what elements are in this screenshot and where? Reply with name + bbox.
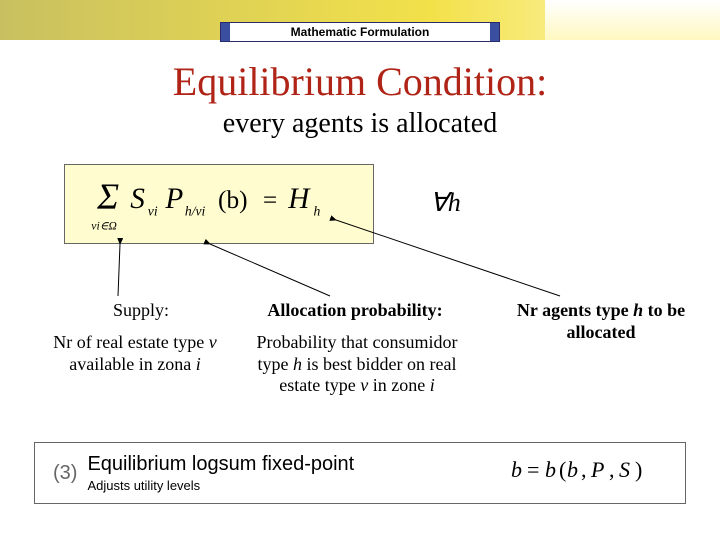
svg-text:(: ( <box>559 457 566 482</box>
footnote-title: Equilibrium logsum fixed-point <box>87 453 495 476</box>
alloc-heading: Allocation probability: <box>250 300 460 321</box>
footnote-text: Equilibrium logsum fixed-point Adjusts u… <box>87 453 495 493</box>
svg-text:vi: vi <box>148 204 158 219</box>
footnote-number: (3) <box>35 462 87 485</box>
svg-text:Σ: Σ <box>96 177 119 218</box>
section-tab: Mathematic Formulation <box>220 22 500 42</box>
arrow-supply <box>118 244 120 296</box>
arrow-alloc <box>210 244 330 296</box>
svg-text:S: S <box>619 457 630 482</box>
agents-body: Nr agents type h to be allocated <box>496 300 706 343</box>
supply-var-v: v <box>209 332 217 352</box>
header-gradient-right <box>545 0 720 40</box>
svg-text:b: b <box>567 457 578 482</box>
forall-label: ∀h <box>430 188 461 218</box>
svg-text:h/vi: h/vi <box>185 204 206 219</box>
supply-text-1: Nr of real estate type <box>53 332 208 352</box>
supply-text-2: available in zona <box>69 354 195 374</box>
svg-text:h: h <box>314 204 321 219</box>
section-tab-label: Mathematic Formulation <box>230 23 490 41</box>
main-formula: Σ vi∈Ω S vi P h/vi (b) = H h <box>64 164 374 244</box>
svg-text:,: , <box>609 457 615 482</box>
svg-text:P: P <box>590 457 604 482</box>
svg-text:S: S <box>130 183 145 215</box>
footnote-sub: Adjusts utility levels <box>87 478 495 493</box>
svg-text:): ) <box>635 457 642 482</box>
svg-text:H: H <box>287 183 311 215</box>
footnote-box: (3) Equilibrium logsum fixed-point Adjus… <box>34 442 686 504</box>
agents-var-h: h <box>633 300 643 320</box>
slide-title: Equilibrium Condition: <box>0 58 720 105</box>
svg-text:vi∈Ω: vi∈Ω <box>91 219 117 232</box>
agents-text-1: Nr agents type <box>517 300 633 320</box>
svg-text:P: P <box>164 183 183 215</box>
supply-var-i: i <box>196 354 201 374</box>
formula-svg: Σ vi∈Ω S vi P h/vi (b) = H h <box>65 165 373 243</box>
svg-text:=: = <box>263 186 277 214</box>
alloc-body: Probability that consumidor type h is be… <box>242 332 472 397</box>
alloc-var-h: h <box>293 354 302 374</box>
supply-body: Nr of real estate type v available in zo… <box>30 332 240 375</box>
alloc-var-i: i <box>430 375 435 395</box>
svg-text:(b): (b) <box>218 186 248 214</box>
svg-text:,: , <box>581 457 587 482</box>
svg-text:=: = <box>527 457 539 482</box>
svg-text:b: b <box>511 457 522 482</box>
svg-text:b: b <box>545 457 556 482</box>
supply-heading: Supply: <box>76 300 206 321</box>
slide-subtitle: every agents is allocated <box>0 108 720 140</box>
footnote-formula: b = b ( b , P , S ) <box>495 451 685 496</box>
alloc-text-3: in zone <box>368 375 429 395</box>
